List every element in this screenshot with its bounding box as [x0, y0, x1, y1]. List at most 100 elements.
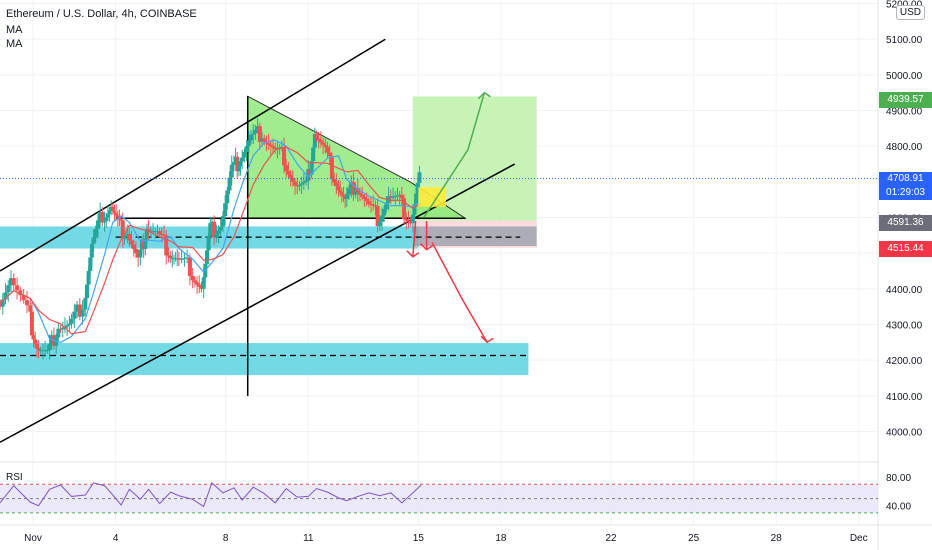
candle-body — [136, 253, 141, 258]
candle-body — [410, 214, 415, 224]
candle-body — [38, 350, 43, 352]
candle-body — [84, 284, 89, 299]
candle-body — [107, 210, 112, 214]
indicator-label-ma-2[interactable]: MA — [6, 38, 23, 50]
candle-body — [371, 204, 376, 206]
rsi-line — [0, 481, 422, 508]
candle-body — [164, 235, 169, 256]
candle-body — [110, 206, 115, 212]
candle-body — [11, 278, 16, 286]
candle-body — [18, 290, 23, 296]
time-tick-label: Dec — [850, 533, 868, 544]
rsi-label[interactable]: RSI — [6, 472, 23, 483]
candle-body — [168, 256, 173, 259]
candle-body — [338, 190, 343, 193]
candle-body — [382, 208, 387, 216]
candle-body — [195, 282, 200, 285]
candle-body — [238, 161, 243, 167]
candle-body — [34, 343, 39, 349]
candle-body — [362, 196, 367, 199]
currency-badge[interactable]: USD — [895, 5, 925, 20]
candle-body — [60, 328, 65, 330]
candle-body — [9, 278, 14, 286]
current-countdown: 01:29:03 — [886, 187, 925, 198]
candle-body — [58, 328, 63, 330]
candle-body — [293, 181, 298, 186]
price-tick-label: 4200.00 — [886, 356, 923, 367]
candle-body — [86, 271, 91, 285]
candle-body — [36, 348, 41, 351]
candle-body — [162, 234, 167, 236]
candle-body — [349, 181, 354, 189]
candle-body — [412, 204, 417, 215]
candle-body — [271, 146, 276, 148]
candle-body — [127, 233, 132, 241]
candle-body — [236, 166, 241, 172]
candle-body — [268, 144, 273, 147]
grid-lines — [0, 0, 878, 525]
candle-body — [0, 299, 5, 307]
candle-body — [341, 194, 346, 197]
candle-body — [351, 181, 356, 195]
indicator-label-ma-1[interactable]: MA — [6, 24, 23, 36]
candle-body — [124, 235, 129, 237]
candle-body — [299, 183, 304, 185]
candle-body — [166, 255, 171, 257]
candle-body — [402, 198, 407, 219]
candle-body — [77, 304, 82, 317]
candle-body — [112, 211, 117, 214]
candle-body — [6, 285, 11, 293]
candle-body — [406, 220, 411, 222]
entry-zone — [412, 226, 537, 247]
candle-body — [119, 219, 124, 221]
candle-body — [47, 343, 52, 351]
candle-body — [209, 221, 214, 224]
candle-body — [220, 216, 225, 227]
candle-body — [369, 203, 374, 205]
bearish-arrow — [431, 242, 488, 343]
candle-body — [301, 181, 306, 184]
candle-body — [67, 323, 72, 326]
candle-body — [89, 243, 94, 258]
candle-body — [235, 156, 240, 172]
time-tick-label: 18 — [495, 533, 507, 544]
rsi-tick-label: 40.00 — [886, 502, 911, 513]
candle-body — [212, 221, 217, 238]
candle-body — [129, 240, 134, 245]
time-tick-label: 22 — [605, 533, 617, 544]
candle-body — [346, 188, 351, 195]
candle-body — [393, 196, 398, 198]
candles — [0, 118, 422, 360]
candle-body — [325, 146, 330, 153]
candle-body — [262, 138, 267, 142]
candle-body — [266, 143, 271, 145]
candle-body — [304, 180, 309, 182]
candle-body — [312, 134, 317, 148]
candle-body — [249, 134, 254, 141]
support-zone — [0, 343, 529, 376]
candle-body — [380, 215, 385, 222]
candle-body — [327, 152, 332, 157]
candle-body — [242, 151, 247, 158]
candle-body — [384, 202, 389, 209]
candle-body — [360, 194, 365, 197]
candle-body — [56, 328, 61, 338]
candle-body — [95, 220, 100, 229]
bearish-arrow-head — [480, 335, 494, 344]
candle-body — [21, 295, 26, 301]
candle-body — [146, 228, 151, 232]
candle-body — [339, 192, 344, 195]
candle-body — [366, 201, 371, 204]
candle-body — [3, 292, 8, 300]
candle-body — [100, 211, 105, 223]
candle-body — [321, 142, 326, 145]
candle-body — [373, 205, 378, 207]
candle-body — [65, 325, 70, 327]
stop-price-tag: 4515.44 — [879, 241, 932, 257]
candle-body — [102, 221, 107, 223]
candle-body — [75, 304, 80, 312]
candle-body — [414, 193, 419, 205]
candle-body — [153, 231, 158, 233]
time-tick-label: 15 — [413, 533, 425, 544]
